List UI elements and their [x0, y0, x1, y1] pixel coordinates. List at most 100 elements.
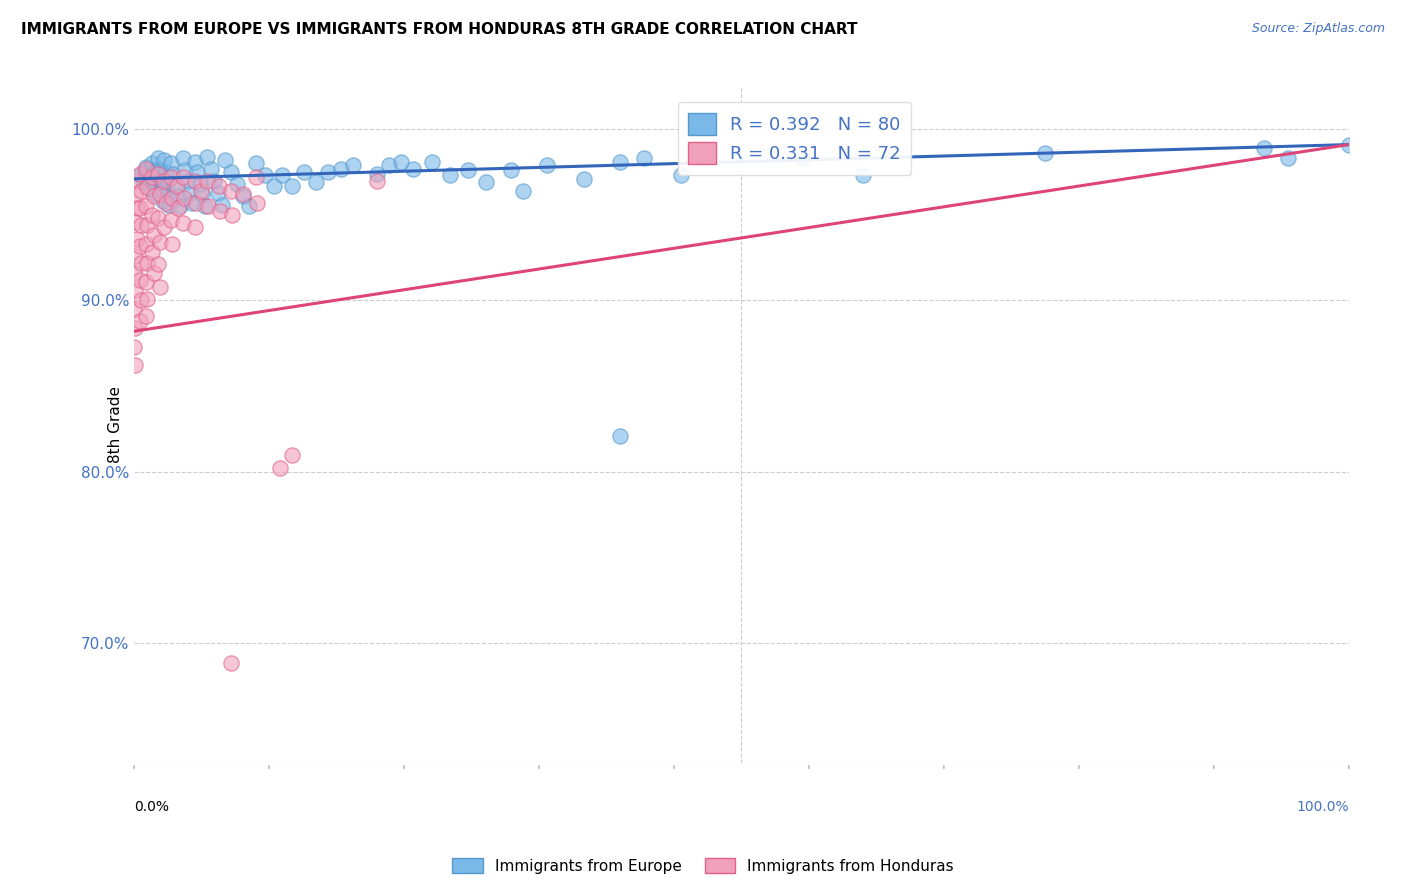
Text: Source: ZipAtlas.com: Source: ZipAtlas.com — [1251, 22, 1385, 36]
Point — [184, 173, 207, 187]
Point — [150, 184, 173, 198]
Point — [165, 178, 187, 193]
Point — [420, 154, 443, 169]
Point — [155, 195, 177, 210]
Text: 100.0%: 100.0% — [1296, 800, 1348, 814]
Point — [209, 204, 232, 219]
Point — [226, 177, 249, 191]
Point — [1253, 141, 1275, 155]
Point — [141, 245, 163, 260]
Point — [146, 161, 169, 176]
Point — [271, 169, 294, 183]
Point — [193, 199, 215, 213]
Point — [160, 191, 183, 205]
Point — [245, 170, 267, 185]
Point — [197, 199, 219, 213]
Point — [281, 178, 304, 193]
Point — [149, 163, 172, 178]
Point — [149, 173, 172, 187]
Point — [184, 154, 207, 169]
Point — [512, 184, 534, 198]
Point — [172, 151, 194, 165]
Point — [200, 161, 222, 176]
Point — [148, 167, 170, 181]
Point — [131, 256, 153, 270]
Point — [232, 187, 254, 202]
Point — [219, 165, 242, 179]
Point — [152, 194, 174, 208]
Point — [142, 167, 165, 181]
Point — [475, 175, 498, 189]
Point — [136, 180, 159, 194]
Point — [174, 163, 197, 178]
Point — [148, 151, 170, 165]
Point — [138, 171, 160, 186]
Point — [122, 301, 145, 316]
Point — [141, 170, 163, 185]
Point — [142, 189, 165, 203]
Point — [129, 273, 152, 287]
Point — [184, 219, 207, 234]
Point — [159, 156, 181, 170]
Point — [378, 158, 401, 172]
Point — [190, 184, 212, 198]
Point — [153, 153, 176, 167]
Point — [149, 235, 172, 250]
Point — [136, 218, 159, 232]
Point — [536, 158, 558, 172]
Point — [135, 160, 157, 174]
Point — [202, 173, 225, 187]
Point — [254, 169, 277, 183]
Point — [852, 169, 875, 183]
Point — [135, 309, 157, 323]
Point — [186, 165, 208, 179]
Point — [145, 187, 167, 202]
Point — [166, 178, 188, 193]
Point — [160, 236, 183, 251]
Point — [219, 184, 242, 198]
Point — [263, 178, 285, 193]
Point — [176, 173, 198, 187]
Point — [125, 201, 148, 215]
Point — [281, 448, 304, 462]
Point — [148, 257, 170, 271]
Point — [153, 173, 176, 187]
Point — [366, 173, 388, 187]
Legend: Immigrants from Europe, Immigrants from Honduras: Immigrants from Europe, Immigrants from … — [446, 852, 960, 880]
Point — [211, 197, 233, 211]
Point — [135, 199, 157, 213]
Point — [389, 154, 412, 169]
Text: IMMIGRANTS FROM EUROPE VS IMMIGRANTS FROM HONDURAS 8TH GRADE CORRELATION CHART: IMMIGRANTS FROM EUROPE VS IMMIGRANTS FRO… — [21, 22, 858, 37]
Point — [669, 169, 692, 183]
Point — [134, 165, 156, 179]
Point — [129, 167, 152, 181]
Point — [131, 175, 153, 189]
Point — [124, 187, 146, 202]
Point — [172, 216, 194, 230]
Point — [143, 177, 166, 191]
Point — [124, 321, 146, 335]
Point — [269, 461, 291, 475]
Point — [499, 163, 522, 178]
Point — [246, 195, 269, 210]
Point — [157, 197, 180, 211]
Point — [125, 232, 148, 246]
Point — [179, 186, 201, 200]
Point — [131, 218, 153, 232]
Point — [129, 314, 152, 328]
Point — [214, 153, 236, 167]
Point — [245, 156, 267, 170]
Point — [366, 167, 388, 181]
Point — [122, 173, 145, 187]
Point — [141, 156, 163, 170]
Point — [439, 169, 461, 183]
Point — [141, 208, 163, 222]
Point — [191, 187, 214, 202]
Point — [136, 292, 159, 306]
Point — [129, 169, 152, 183]
Point — [131, 293, 153, 308]
Point — [153, 219, 176, 234]
Point — [169, 199, 191, 213]
Point — [609, 154, 631, 169]
Point — [318, 165, 340, 179]
